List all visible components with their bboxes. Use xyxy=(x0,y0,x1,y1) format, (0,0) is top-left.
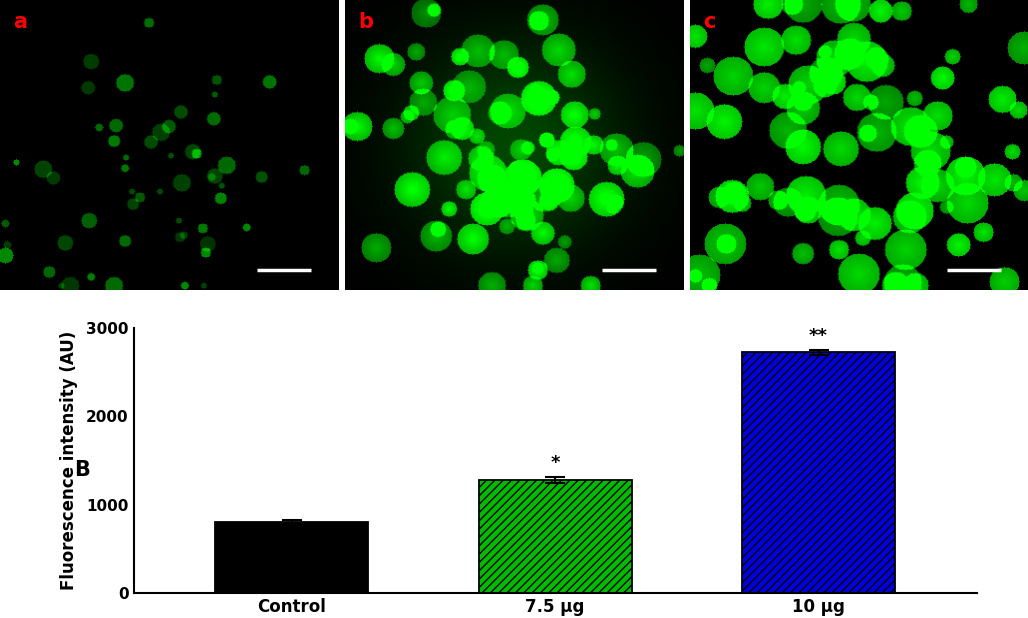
Bar xyxy=(215,522,368,593)
Bar xyxy=(742,352,895,593)
Text: B: B xyxy=(74,460,89,480)
Bar xyxy=(479,480,631,593)
Text: *: * xyxy=(550,454,560,472)
Y-axis label: Fluorescence intensity (AU): Fluorescence intensity (AU) xyxy=(60,331,78,590)
Text: c: c xyxy=(703,12,715,32)
Text: b: b xyxy=(359,12,373,32)
Text: a: a xyxy=(13,12,28,32)
Text: **: ** xyxy=(809,328,828,345)
Text: A: A xyxy=(12,138,29,158)
